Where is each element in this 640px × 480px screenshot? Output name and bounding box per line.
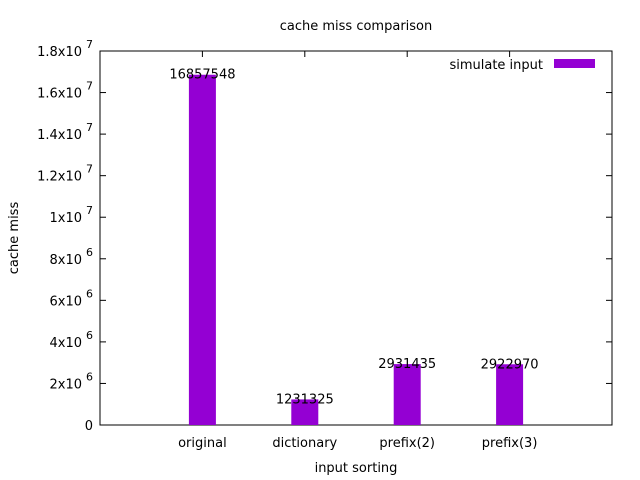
y-tick-mantissa: 6x10	[49, 294, 82, 309]
y-tick-label: 8x10 6	[49, 246, 93, 268]
bar	[188, 74, 216, 426]
y-axis: 0 2x10 6 4x10 6 6x10 6 8x10 6 1x10 7 1.2x10 7 1.4x10 7…	[37, 38, 612, 434]
y-tick-mantissa: 0	[85, 419, 93, 434]
x-tick-label: prefix(3)	[482, 436, 538, 451]
x-axis: original dictionary prefix(2) prefix(3)	[178, 51, 537, 451]
y-tick-exponent: 6	[86, 370, 93, 383]
y-tick-exponent: 7	[86, 204, 93, 217]
y-tick-mantissa: 2x10	[49, 377, 82, 392]
y-tick-mantissa: 4x10	[49, 336, 82, 351]
y-tick-mantissa: 1.6x10	[37, 87, 82, 102]
y-tick-label: 1.6x10 7	[37, 80, 93, 102]
y-tick-exponent: 7	[86, 121, 93, 134]
chart-title: cache miss comparison	[280, 19, 433, 34]
y-tick-label: 0	[85, 419, 93, 434]
bar-value-label: 2922970	[481, 357, 539, 372]
legend-label: simulate input	[449, 58, 543, 73]
y-tick-exponent: 6	[86, 287, 93, 300]
y-tick-mantissa: 8x10	[49, 253, 82, 268]
y-tick-mantissa: 1.4x10	[37, 128, 82, 143]
y-tick-label: 1.8x10 7	[37, 38, 93, 60]
legend-swatch	[554, 59, 595, 68]
y-tick-label: 6x10 6	[49, 287, 93, 309]
y-tick-mantissa: 1.2x10	[37, 170, 82, 185]
bar-value-label: 2931435	[378, 357, 436, 372]
legend: simulate input	[449, 58, 595, 73]
x-tick-label: prefix(2)	[379, 436, 435, 451]
y-tick-exponent: 6	[86, 246, 93, 259]
y-tick-label: 1.4x10 7	[37, 121, 93, 143]
y-axis-label: cache miss	[7, 202, 22, 275]
bar	[291, 399, 319, 425]
y-tick-label: 2x10 6	[49, 370, 93, 392]
bar-series: 16857548 1231325 2931435 2922970	[169, 68, 539, 426]
plot-frame	[99, 50, 613, 426]
y-tick-exponent: 6	[86, 329, 93, 342]
y-tick-exponent: 7	[86, 80, 93, 93]
y-tick-mantissa: 1x10	[49, 211, 82, 226]
y-tick-exponent: 7	[86, 38, 93, 51]
y-tick-label: 1x10 7	[49, 204, 93, 226]
y-tick-mantissa: 1.8x10	[37, 45, 82, 60]
x-tick-label: original	[178, 436, 227, 451]
x-tick-label: dictionary	[272, 436, 337, 451]
y-tick-label: 1.2x10 7	[37, 163, 93, 185]
bar-value-label: 16857548	[169, 68, 235, 83]
y-tick-label: 4x10 6	[49, 329, 93, 351]
bar	[393, 364, 421, 425]
x-axis-label: input sorting	[315, 461, 398, 476]
y-tick-exponent: 7	[86, 163, 93, 176]
bar	[496, 364, 524, 425]
bar-value-label: 1231325	[276, 392, 334, 407]
